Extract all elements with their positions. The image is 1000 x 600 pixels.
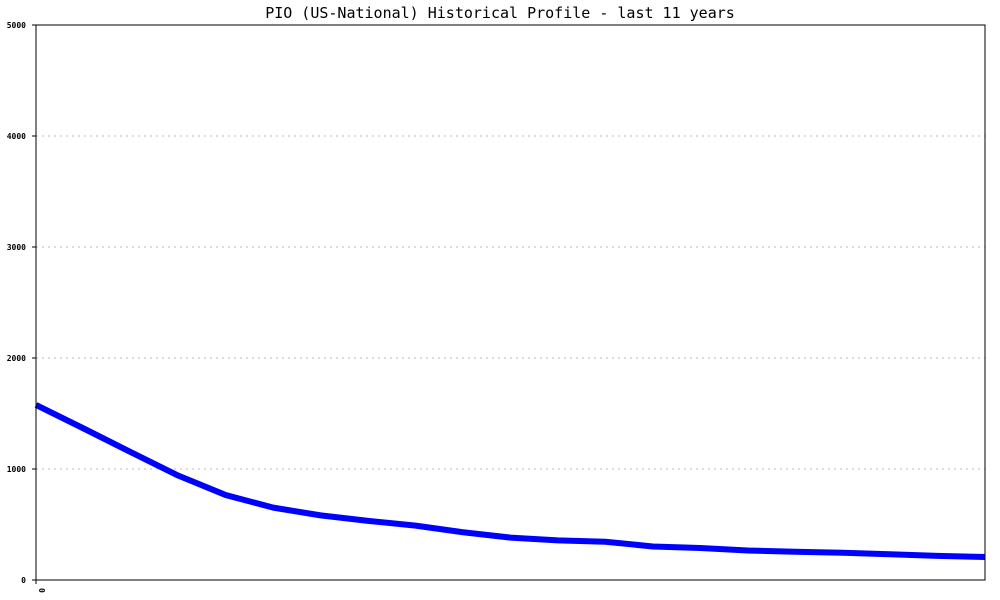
y-tick-label: 0 — [21, 576, 26, 585]
x-tick-label: 0 — [37, 588, 46, 593]
plot-frame — [35, 24, 986, 581]
y-tick-label: 1000 — [7, 465, 26, 474]
y-tick-label: 3000 — [7, 243, 26, 252]
y-tick-label: 2000 — [7, 354, 26, 363]
chart-title: PIO (US-National) Historical Profile - l… — [265, 4, 735, 22]
y-tick-label: 5000 — [7, 21, 26, 30]
series-line — [34, 402, 986, 561]
y-tick-label: 4000 — [7, 132, 26, 141]
